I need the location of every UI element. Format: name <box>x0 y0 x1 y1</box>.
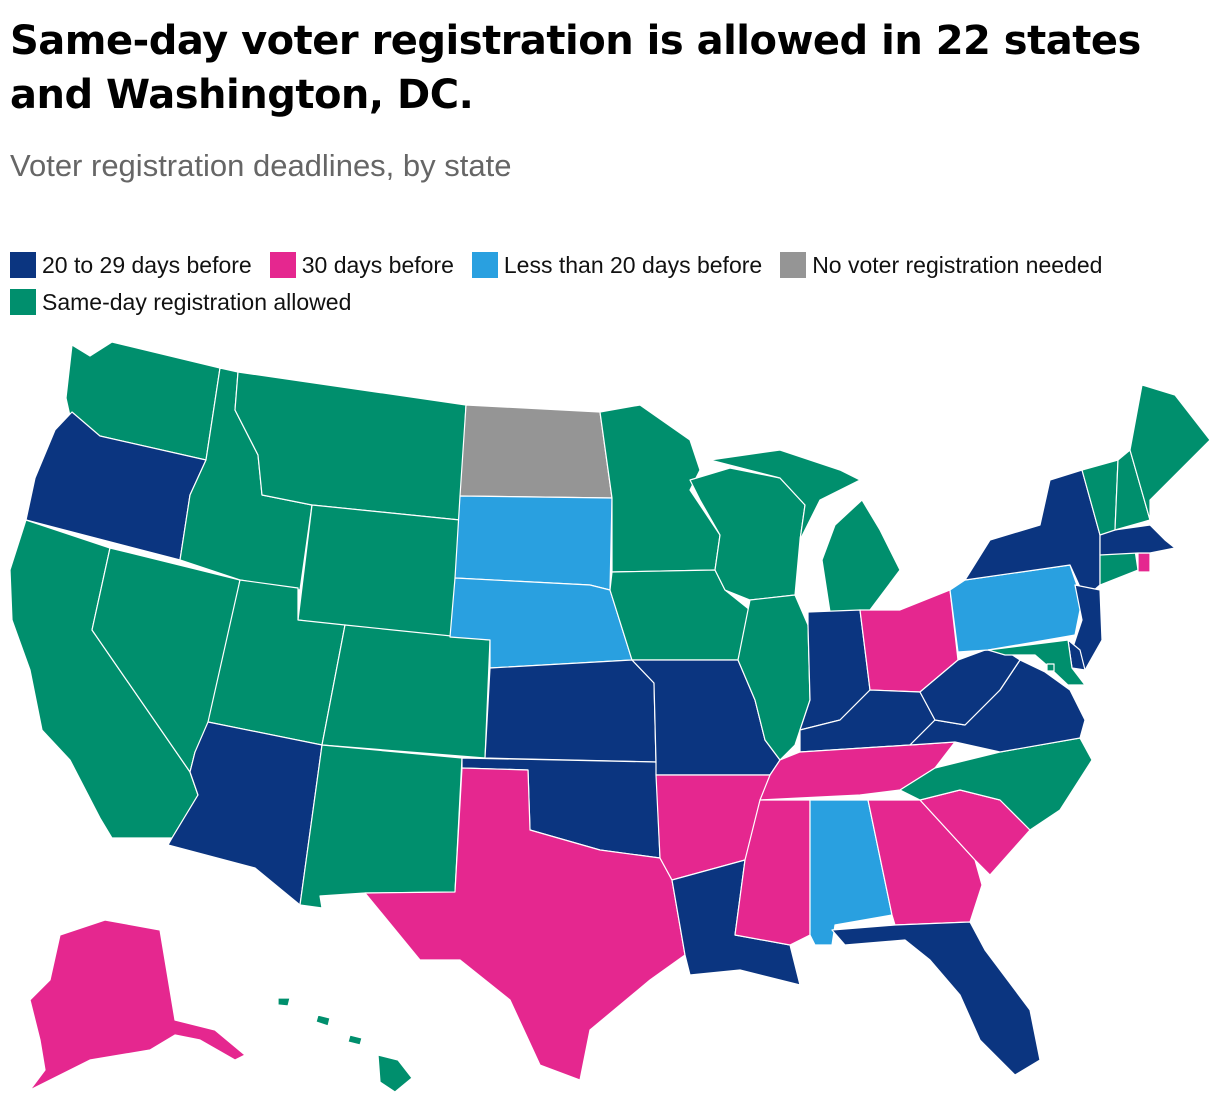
legend-swatch-30 <box>269 252 296 278</box>
legend-swatch-20-29 <box>10 252 36 278</box>
state-NM <box>299 744 463 909</box>
state-KS <box>484 659 657 763</box>
state-MI <box>709 449 901 613</box>
legend-item-same-day: Same-day registration allowed <box>10 289 351 316</box>
legend-swatch-same-day <box>10 289 36 315</box>
state-FL <box>831 921 1041 1076</box>
legend-label-20-29: 20 to 29 days before <box>42 251 252 278</box>
legend-row-2: Same-day registration allowed <box>10 285 1210 319</box>
legend-swatch-lt20 <box>471 252 498 278</box>
chart-title: Same-day voter registration is allowed i… <box>10 18 1141 118</box>
chart-subtitle: Voter registration deadlines, by state <box>10 148 512 183</box>
state-MN <box>599 404 721 573</box>
state-CO <box>321 624 491 759</box>
state-HI <box>277 997 413 1093</box>
state-ME <box>1129 384 1211 521</box>
legend-label-lt20: Less than 20 days before <box>503 251 763 278</box>
legend: 20 to 29 days before 30 days before Less… <box>10 248 1210 322</box>
legend-row-1: 20 to 29 days before 30 days before Less… <box>10 248 1210 282</box>
state-AK <box>29 919 246 1091</box>
state-ND <box>459 404 613 499</box>
state-IL <box>737 594 811 761</box>
state-MD <box>987 639 1086 686</box>
legend-label-30: 30 days before <box>301 251 454 278</box>
legend-item-30: 30 days before <box>269 251 454 279</box>
legend-item-lt20: Less than 20 days before <box>471 251 763 279</box>
state-DC <box>1046 663 1055 672</box>
legend-item-20-29: 20 to 29 days before <box>10 252 252 279</box>
legend-label-none: No voter registration needed <box>812 251 1103 278</box>
legend-item-none: No voter registration needed <box>780 252 1102 279</box>
legend-label-same-day: Same-day registration allowed <box>42 288 352 315</box>
state-NC <box>899 737 1093 831</box>
state-TX <box>364 767 686 1081</box>
legend-swatch-none <box>780 252 807 278</box>
state-WY <box>297 504 461 641</box>
state-WV <box>919 649 1021 726</box>
us-map <box>9 341 1211 1093</box>
state-RI <box>1137 552 1151 573</box>
state-MA <box>1099 524 1176 556</box>
state-SD <box>454 495 613 591</box>
